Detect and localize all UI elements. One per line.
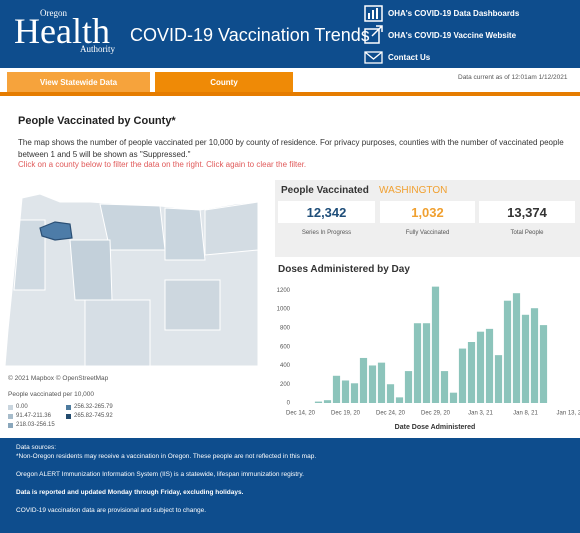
bar — [350, 383, 359, 403]
legend-swatch — [8, 423, 13, 428]
stat-value: 13,374 — [479, 201, 575, 223]
legend-label: 265.82-745.92 — [74, 413, 113, 419]
bar — [377, 362, 386, 403]
doses-chart: Date Dose Administered 0 200 400 600 800 1000… — [277, 286, 580, 431]
bar — [512, 293, 521, 403]
x-tick-label: Jan 3, 21 — [468, 411, 493, 417]
tab-statewide[interactable]: View Statewide Data — [7, 72, 150, 92]
y-tick-label: 600 — [280, 344, 291, 350]
legend-label: 218.03-256.15 — [16, 422, 55, 428]
bar — [494, 355, 503, 403]
bar — [539, 325, 548, 403]
footer-registry: Oregon ALERT Immunization Information Sy… — [16, 471, 304, 478]
bar — [395, 397, 404, 403]
x-tick-label: Dec 29, 20 — [421, 411, 451, 417]
y-tick-label: 1200 — [277, 288, 291, 294]
bar — [476, 331, 485, 403]
y-tick-label: 200 — [280, 382, 291, 388]
bar — [485, 328, 494, 403]
legend-label: 0.00 — [16, 404, 28, 410]
page-title: COVID-19 Vaccination Trends — [130, 25, 370, 45]
bar — [503, 300, 512, 403]
tab-bar — [0, 92, 580, 96]
legend-label: 256.32-265.79 — [74, 404, 113, 410]
county-map[interactable] — [0, 180, 265, 375]
bar — [332, 375, 341, 403]
section-title: People Vaccinated by County* — [18, 115, 176, 127]
bar — [341, 380, 350, 403]
map-attribution: © 2021 Mapbox © OpenStreetMap — [8, 375, 109, 382]
bar — [467, 342, 476, 403]
logo-main: Health — [14, 11, 110, 51]
y-tick-label: 1000 — [277, 307, 291, 313]
stat-value: 12,342 — [278, 201, 375, 223]
x-axis-title: Date Dose Administered — [395, 424, 476, 431]
bar — [422, 323, 431, 403]
link-icons — [364, 5, 383, 64]
stat-label: Series In Progress — [301, 230, 352, 236]
legend-label: 91.47-211.36 — [16, 413, 51, 419]
data-current: Data current as of 12:01am 1/12/2021 — [458, 74, 568, 81]
bar — [449, 392, 458, 403]
stat-value: 1,032 — [380, 201, 475, 223]
y-tick-label: 0 — [287, 401, 291, 407]
x-tick-label: Dec 14, 20 — [286, 411, 316, 417]
logo-bottom: Authority — [80, 44, 115, 54]
section-instruction: Click on a county below to filter the da… — [18, 160, 307, 169]
tab-county[interactable]: County — [155, 72, 293, 92]
bar — [314, 401, 323, 403]
x-tick-label: Dec 24, 20 — [376, 411, 406, 417]
footer-sources: Data sources: — [16, 444, 57, 451]
legend-swatch — [66, 414, 71, 419]
x-tick-label: Jan 13, 21 — [556, 411, 580, 417]
stat-label: Fully Vaccinated — [405, 230, 450, 236]
bar — [521, 314, 530, 403]
chart-title: Doses Administered by Day — [278, 264, 410, 275]
footer-note: *Non-Oregon residents may receive a vacc… — [16, 453, 317, 460]
bar — [413, 323, 422, 403]
logo-top: Oregon — [40, 8, 67, 18]
bar — [440, 371, 449, 403]
dashboards-link[interactable]: OHA's COVID-19 Data Dashboards — [388, 9, 520, 18]
footer: Data sources: *Non-Oregon residents may … — [0, 438, 580, 533]
bar — [368, 365, 377, 403]
summary-title: People Vaccinated — [281, 185, 369, 196]
legend-swatch — [66, 405, 71, 410]
legend-swatch — [8, 405, 13, 410]
bar — [458, 348, 467, 403]
contact-link[interactable]: Contact Us — [388, 53, 431, 62]
x-tick-label: Dec 19, 20 — [331, 411, 361, 417]
x-tick-label: Jan 8, 21 — [513, 411, 538, 417]
y-tick-label: 800 — [280, 326, 291, 332]
footer-provisional: COVID-19 vaccination data are provisiona… — [16, 507, 207, 514]
footer-update: Data is reported and updated Monday thro… — [16, 489, 244, 496]
bar — [431, 286, 440, 403]
legend-title: People vaccinated per 10,000 — [8, 391, 95, 398]
vaccine-website-link[interactable]: OHA's COVID-19 Vaccine Website — [388, 31, 517, 40]
y-tick-label: 400 — [280, 363, 291, 369]
legend-swatch — [8, 414, 13, 419]
bar — [323, 400, 332, 403]
bar — [359, 357, 368, 403]
bar — [530, 308, 539, 403]
stat-label: Total People — [510, 230, 544, 236]
selected-county: WASHINGTON — [379, 185, 448, 196]
bar — [404, 371, 413, 403]
section-description: The map shows the number of people vacci… — [18, 138, 564, 159]
header: Oregon Health Authority COVID-19 Vaccina… — [0, 0, 580, 68]
bar — [386, 384, 395, 403]
